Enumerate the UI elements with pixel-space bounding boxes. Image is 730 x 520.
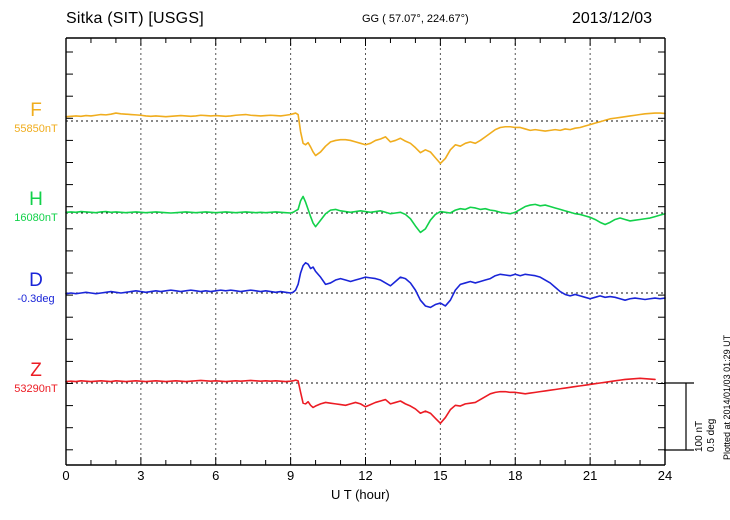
x-tick-label-15: 15 (433, 468, 448, 483)
x-tick-label-9: 9 (287, 468, 295, 483)
trace-baseline-z: 53290nT (14, 383, 58, 395)
trace-symbol-d: D (29, 270, 43, 291)
geographic-coordinates: GG ( 57.07°, 224.67°) (362, 13, 469, 25)
trace-h (65, 195, 666, 234)
x-axis-label: U T (hour) (331, 487, 390, 502)
trace-d (65, 261, 666, 309)
x-tick-label-6: 6 (212, 468, 220, 483)
observation-date: 2013/12/03 (572, 10, 653, 27)
x-tick-label-3: 3 (137, 468, 145, 483)
plotted-timestamp: Plotted at 2014/01/03 01:29 UT (722, 334, 730, 460)
scale-bar-deg-label: 0.5 deg (706, 418, 717, 452)
x-tick-label-0: 0 (62, 468, 70, 483)
x-tick-label-12: 12 (358, 468, 373, 483)
trace-baseline-f: 55850nT (14, 123, 58, 135)
trace-label-h: H 16080nT (8, 190, 64, 225)
trace-baseline-h: 16080nT (14, 212, 58, 224)
trace-z (65, 377, 656, 425)
scale-bar-nt-label: 100 nT (694, 420, 705, 452)
trace-label-f: F 55850nT (8, 101, 64, 136)
trace-baseline-d: -0.3deg (17, 293, 55, 305)
trace-symbol-z: Z (30, 360, 42, 381)
trace-label-d: D -0.3deg (8, 271, 64, 306)
page-title: Sitka (SIT) [USGS] (66, 10, 204, 27)
trace-symbol-f: F (30, 100, 42, 121)
trace-symbol-h: H (29, 189, 43, 210)
trace-f (65, 112, 666, 165)
x-tick-label-24: 24 (657, 468, 673, 483)
x-tick-label-21: 21 (582, 468, 598, 483)
trace-label-z: Z 53290nT (8, 361, 64, 396)
x-tick-label-18: 18 (508, 468, 523, 483)
